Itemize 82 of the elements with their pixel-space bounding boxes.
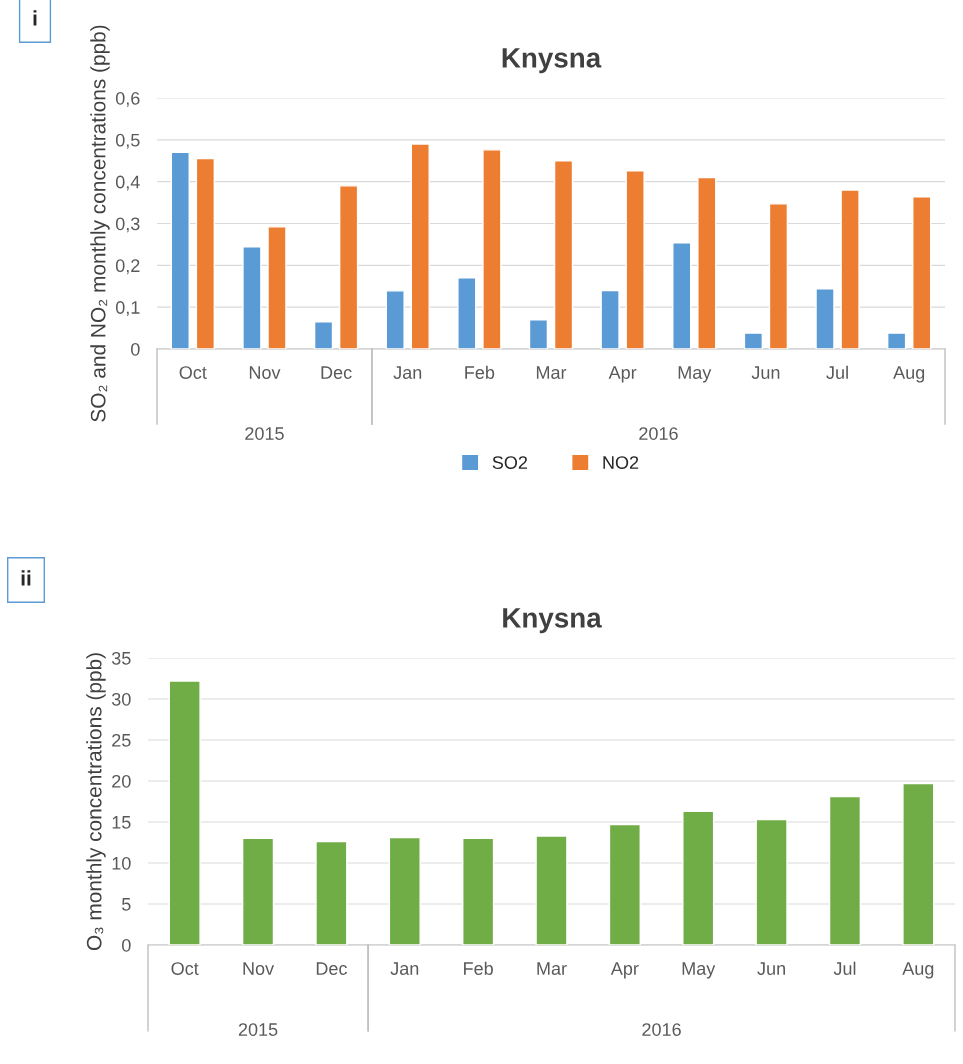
x-tick-label: Feb [464,961,493,975]
x-tick-label: May [678,366,712,383]
y-axis-title: SO₂ and NO₂ monthly concentrations (ppb) [90,25,110,422]
text: 2016 [639,427,678,440]
bar [828,795,862,945]
x-tick-label: Mar [537,962,567,975]
bar [886,332,907,349]
bar [267,226,287,349]
bar [840,189,860,349]
bar [462,837,495,945]
text: ii [21,570,31,586]
chart-title: Knysna [503,608,602,634]
bar [755,818,788,945]
chart-title: Knysna [502,48,602,74]
bar [768,203,789,349]
x-tick-label: Oct [171,962,199,975]
x-tick-label: Jun [751,366,780,379]
x-tick-label: Aug [902,962,934,979]
x-tick-label: Nov [243,962,275,975]
bar [553,160,574,349]
bar [385,290,405,349]
y-tick-label: 0,5 [115,133,140,149]
bar [170,151,190,349]
y-tick-label: 10 [112,856,131,870]
bar [482,149,502,349]
x-tick-label: Oct [179,366,207,379]
bar [313,321,334,349]
bar [528,319,549,349]
x-tick-label: Dec [321,366,352,379]
y-tick-label: 0,4 [115,175,140,191]
y-tick-label: 0,3 [115,217,140,233]
x-tick-label: Apr [610,962,639,979]
bar [672,242,692,349]
text: 2015 [238,1023,278,1036]
x-tick-label: Nov [249,366,281,379]
legend-label: SO2 [492,456,528,469]
bar [912,196,932,349]
y-tick-label: 0,1 [115,301,140,317]
bar [535,835,568,945]
bar [902,782,935,945]
bar [242,246,262,349]
y-tick-label: 25 [112,733,131,747]
y-tick-label: 20 [112,774,131,788]
x-tick-label: Apr [608,366,637,383]
bar [743,332,764,349]
text: i [33,10,37,26]
x-tick-label: Mar [536,366,567,379]
y-tick-label: 0,2 [115,259,140,275]
bar [815,288,835,349]
bar [241,837,275,945]
y-tick-label: 0 [122,938,131,952]
x-tick-label: Feb [465,365,495,379]
x-tick-label: Jan [390,962,419,975]
x-tick-label: Jul [833,961,856,975]
bar [388,836,421,945]
y-tick-label: 30 [111,692,131,706]
x-tick-label: Aug [893,366,925,383]
bar [600,289,620,349]
bar [410,143,430,349]
bar [168,680,201,945]
x-tick-label: Jul [826,365,848,379]
bar [608,823,641,945]
x-tick-label: Jan [393,366,422,379]
bar [697,176,717,349]
text: 2016 [642,1023,681,1036]
y-axis-title: O₃ monthly concentrations (ppb) [86,653,106,951]
bar [457,277,477,349]
bar [315,840,348,945]
text: 2015 [245,427,284,440]
x-tick-label: Jun [757,962,785,975]
y-tick-label: 0 [131,342,140,356]
x-tick-label: Dec [316,962,347,975]
y-tick-label: 15 [112,816,131,829]
bar [625,170,645,349]
bar [338,185,359,349]
y-tick-label: 0,6 [115,91,140,107]
legend-label: NO2 [603,456,639,469]
y-tick-label: 5 [122,898,131,911]
bar [195,157,216,349]
bar [682,810,715,945]
y-tick-label: 35 [111,651,131,665]
x-tick-label: May [682,962,716,979]
